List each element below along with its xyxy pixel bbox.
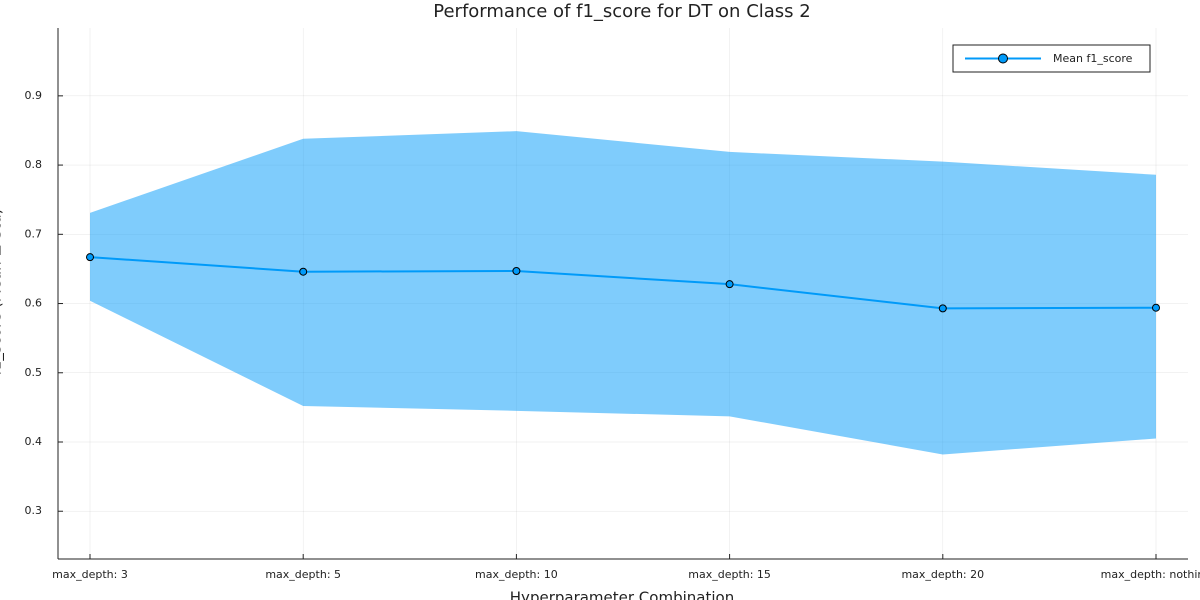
point: [299, 267, 308, 276]
point: [86, 253, 94, 262]
x-tick-label: max_depth: 10: [475, 568, 558, 581]
legend-label: Mean f1_score: [1053, 52, 1133, 65]
x-tick-label: max_depth: 5: [265, 568, 341, 581]
point: [938, 304, 947, 313]
std-band: [90, 131, 1156, 455]
point: [512, 267, 521, 275]
x-tick-label: max_depth: 15: [688, 568, 771, 581]
y-tick-label: 0.4: [25, 435, 43, 448]
mean-line: [89, 256, 1157, 310]
chart-title: Performance of f1_score for DT on Class …: [433, 1, 810, 22]
y-tick-label: 0.8: [25, 158, 43, 171]
y-tick-label: 0.5: [25, 366, 43, 379]
x-tick-label: max_depth: nothing: [1101, 568, 1200, 581]
point: [725, 280, 734, 289]
legend-marker: [998, 53, 1008, 64]
y-axis-label: f1_score (Mean ± Std): [0, 209, 6, 376]
y-tick-label: 0.9: [25, 89, 43, 102]
y-tick-label: 0.3: [25, 504, 43, 517]
x-axis-label: Hyperparameter Combination: [510, 589, 734, 600]
point: [1152, 303, 1160, 312]
x-tick-label: max_depth: 20: [901, 568, 984, 581]
y-tick-label: 0.7: [25, 227, 43, 240]
y-tick-label: 0.6: [25, 297, 43, 310]
x-tick-label: max_depth: 3: [52, 568, 128, 581]
